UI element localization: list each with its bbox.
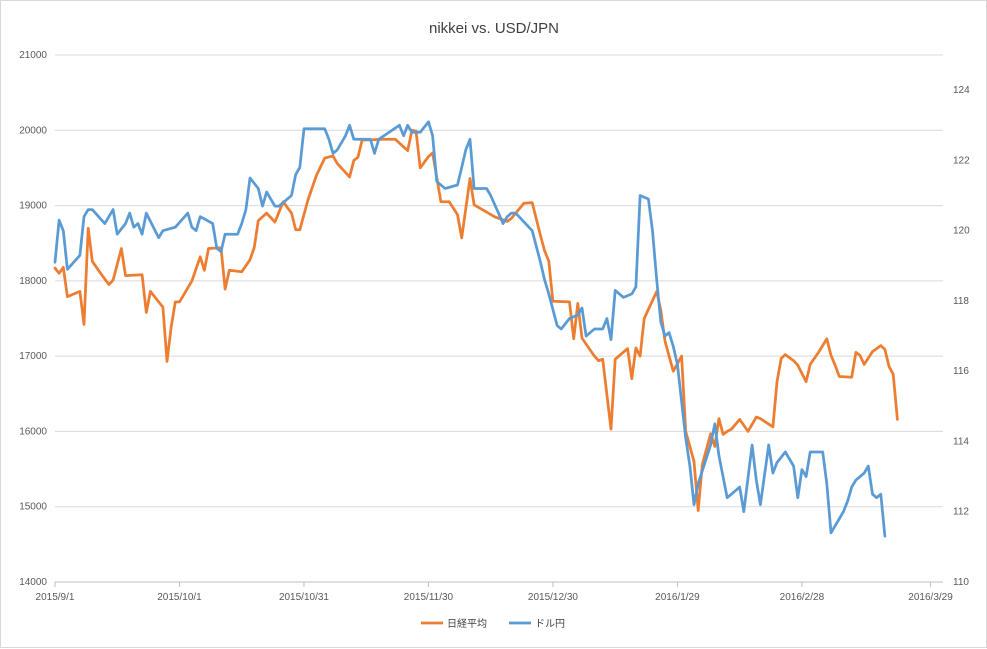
series-lines (53, 120, 899, 538)
legend-label: 日経平均 (447, 617, 487, 630)
series-line-0 (53, 128, 899, 512)
x-tick-label: 2016/1/29 (655, 592, 700, 603)
y-left-tick-label: 18000 (19, 276, 47, 287)
y-axis-left: 14000 15000 16000 17000 18000 19000 20000 21000 (19, 50, 47, 588)
x-tick-label: 2016/2/28 (780, 592, 825, 603)
y-right-tick-label: 110 (953, 577, 969, 588)
legend-label: ドル円 (535, 619, 565, 630)
gridlines (55, 54, 943, 583)
y-left-tick-label: 19000 (19, 201, 47, 212)
y-left-tick-label: 21000 (19, 50, 47, 61)
y-left-tick-label: 16000 (19, 426, 47, 437)
x-axis: 2015/9/1 2015/10/1 2015/10/31 2015/11/30 201… (36, 581, 953, 603)
x-tick-label: 2015/12/30 (528, 592, 578, 603)
x-tick-label: 2015/10/31 (279, 592, 329, 603)
y-left-tick-label: 15000 (19, 502, 47, 513)
y-left-tick-label: 20000 (19, 125, 47, 136)
legend[interactable]: 日経平均 ドル円 (421, 617, 565, 630)
series-line-1 (53, 120, 887, 538)
x-tick-label: 2016/3/29 (908, 592, 953, 603)
y-left-tick-label: 14000 (19, 577, 47, 588)
x-tick-label: 2015/11/30 (404, 592, 454, 603)
x-tick-label: 2015/9/1 (36, 592, 75, 603)
y-left-tick-label: 17000 (19, 351, 47, 362)
y-right-tick-label: 116 (953, 366, 969, 377)
y-right-tick-label: 122 (953, 155, 970, 166)
x-tick-label: 2015/10/1 (157, 592, 202, 603)
y-right-tick-label: 118 (953, 296, 969, 307)
y-right-tick-label: 120 (953, 226, 970, 237)
y-axis-right: 110 112 114 116 118 120 122 124 (953, 85, 970, 588)
legend-item-1[interactable]: ドル円 (509, 619, 565, 630)
y-right-tick-label: 124 (953, 85, 970, 96)
y-right-tick-label: 114 (953, 436, 969, 447)
y-right-tick-label: 112 (953, 507, 969, 518)
chart-title: nikkei vs. USD/JPN (429, 20, 559, 37)
legend-item-0[interactable]: 日経平均 (421, 617, 487, 630)
